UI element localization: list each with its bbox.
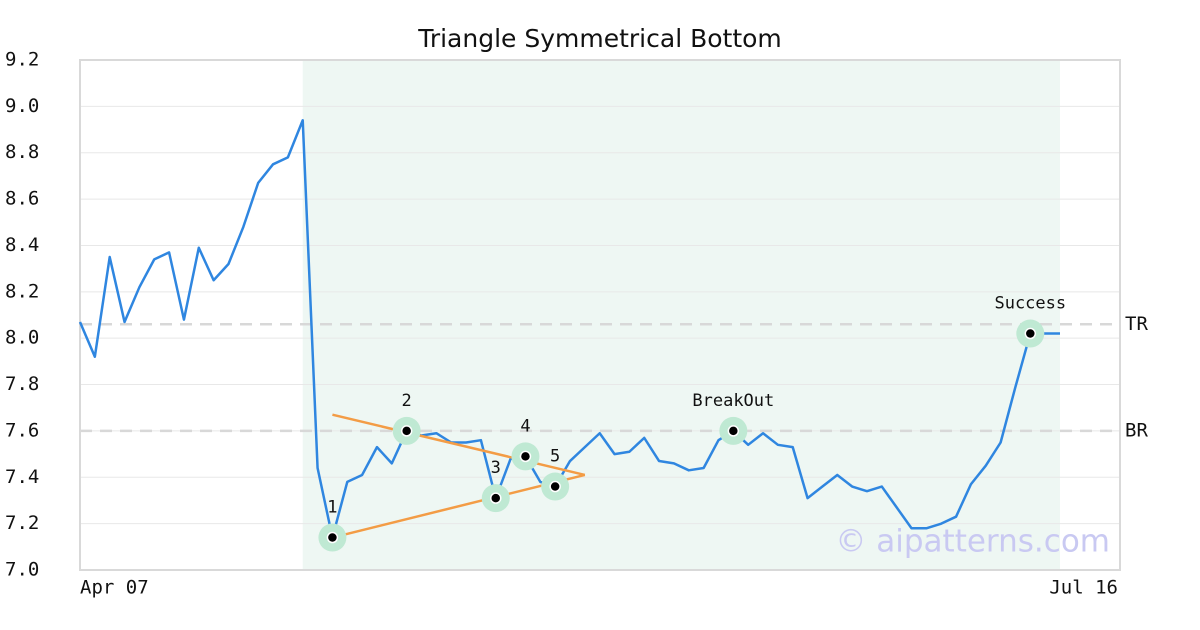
x-tick-label: Apr 07 bbox=[80, 577, 149, 599]
x-tick-label: Jul 16 bbox=[1049, 577, 1118, 599]
pattern-point bbox=[1024, 327, 1037, 340]
y-tick-label: 9.0 bbox=[5, 95, 39, 117]
y-tick-label: 7.8 bbox=[5, 373, 39, 395]
y-tick-label: 8.8 bbox=[5, 141, 39, 163]
pattern-point bbox=[727, 425, 740, 437]
watermark: © aipatterns.com bbox=[835, 524, 1110, 560]
pattern-point bbox=[519, 450, 532, 463]
annotation-label: 4 bbox=[520, 416, 530, 436]
y-tick-label: 8.4 bbox=[5, 234, 39, 256]
y-tick-label: 8.6 bbox=[5, 188, 39, 210]
y-tick-label: 8.2 bbox=[5, 280, 39, 302]
annotation-label: Success bbox=[994, 294, 1066, 314]
pattern-span bbox=[302, 60, 1060, 570]
pattern-point bbox=[490, 492, 502, 504]
y-tick-label: 7.4 bbox=[5, 466, 39, 488]
y-tick-label: 7.2 bbox=[5, 512, 39, 534]
pattern-point bbox=[326, 531, 339, 544]
reference-label: BR bbox=[1125, 419, 1148, 441]
annotation-label: BreakOut bbox=[692, 391, 774, 411]
annotation-label: 1 bbox=[327, 498, 337, 518]
y-tick-label: 8.0 bbox=[5, 327, 39, 349]
reference-label: TR bbox=[1125, 313, 1148, 335]
plot-frame bbox=[79, 59, 1121, 571]
y-tick-label: 7.6 bbox=[5, 419, 39, 441]
chart-title: Triangle Symmetrical Bottom bbox=[417, 24, 782, 53]
pattern-point bbox=[400, 425, 413, 437]
y-tick-label: 7.0 bbox=[5, 559, 39, 581]
annotation-label: 2 bbox=[402, 391, 412, 411]
price-line bbox=[78, 119, 1060, 539]
pattern-point bbox=[549, 480, 561, 493]
trendline bbox=[332, 413, 586, 477]
y-tick-label: 9.2 bbox=[5, 49, 39, 71]
annotation-label: 5 bbox=[550, 447, 560, 467]
annotation-label: 3 bbox=[491, 458, 501, 478]
